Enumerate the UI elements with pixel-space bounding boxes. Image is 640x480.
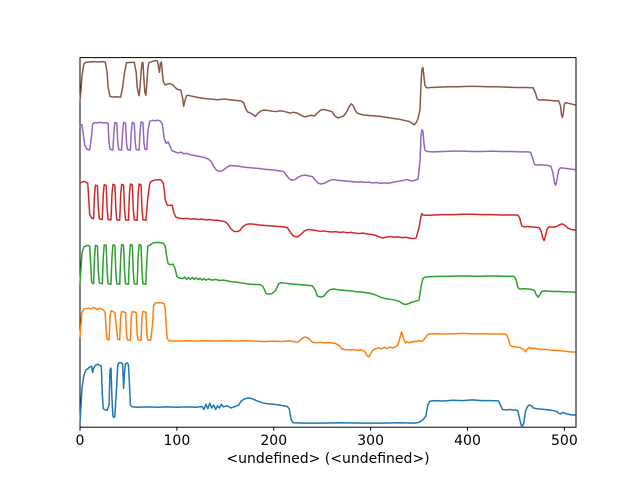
x-tick-label: 500 xyxy=(551,433,578,449)
x-tick-label: 100 xyxy=(164,433,191,449)
x-axis-label: <undefined> (<undefined>) xyxy=(226,451,429,467)
trace-purple xyxy=(79,119,576,186)
x-axis-ticks: 0 100 200 300 400 500 xyxy=(76,427,578,449)
trace-brown xyxy=(79,59,576,126)
x-tick-label: 200 xyxy=(260,433,287,449)
x-tick-label: 300 xyxy=(357,433,384,449)
trace-red xyxy=(79,178,576,242)
trace-blue xyxy=(79,361,576,428)
trace-orange xyxy=(79,301,576,358)
axes-spines xyxy=(79,57,577,428)
series-lines xyxy=(79,59,576,428)
trace-green xyxy=(79,241,576,306)
x-tick-label: 0 xyxy=(76,433,85,449)
x-tick-label: 400 xyxy=(454,433,481,449)
